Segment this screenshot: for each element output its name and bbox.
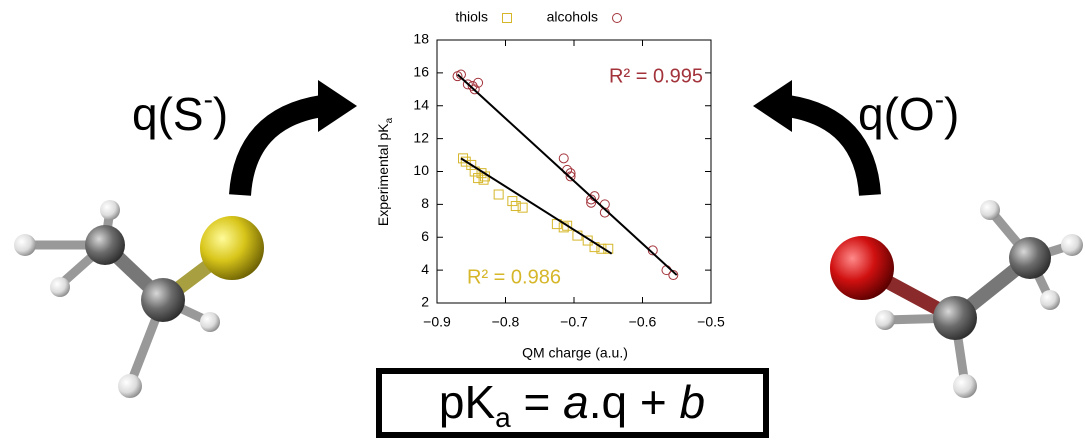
x-tick-label: −0.5 (697, 314, 725, 330)
y-tick-label: 12 (413, 129, 429, 145)
point (565, 171, 576, 182)
point (455, 69, 466, 80)
y-tick-label: 4 (421, 261, 429, 277)
y-axis-title: Experimental pKa (375, 117, 395, 226)
legend-label: thiols (455, 9, 488, 25)
y-tick-label: 18 (413, 31, 429, 47)
legend-marker (612, 13, 622, 23)
y-tick-label: 2 (421, 294, 429, 310)
y-tick-label: 14 (413, 96, 429, 112)
point (586, 194, 597, 205)
left-label: q(S-) (132, 84, 228, 140)
point (467, 81, 478, 92)
x-axis-title: QM charge (a.u.) (522, 345, 628, 361)
arrows (229, 80, 881, 197)
point (558, 153, 569, 164)
point (668, 270, 679, 281)
alcohol-molecule (830, 200, 1083, 398)
y-tick-label: 8 (421, 195, 429, 211)
formula: pKa = a.q + b (439, 376, 705, 433)
point (647, 245, 658, 256)
formula-box (376, 368, 769, 438)
fit-line (456, 73, 678, 276)
y-tick-label: 6 (421, 228, 429, 244)
point (493, 189, 504, 200)
r-squared: R² = 0.995 (609, 65, 703, 87)
point (586, 197, 597, 208)
point (517, 202, 528, 213)
point (460, 156, 471, 167)
r-squared: R² = 0.986 (467, 266, 561, 288)
point (510, 201, 521, 212)
point (596, 243, 607, 254)
point (458, 153, 469, 164)
fit-line (460, 157, 613, 255)
point (562, 220, 573, 231)
y-tick-label: 16 (413, 64, 429, 80)
point (462, 79, 473, 90)
legend-marker (502, 13, 512, 23)
x-tick-label: −0.8 (492, 314, 520, 330)
thiol-molecule (14, 200, 264, 398)
point (478, 174, 489, 185)
y-tick-label: 10 (413, 162, 429, 178)
legend-label: alcohols (547, 9, 598, 25)
point (469, 84, 480, 95)
x-tick-label: −0.7 (560, 314, 588, 330)
plot-area: −0.9 −0.8 −0.7 −0.6 −0.5 2 4 6 8 10 12 14 16 18 R² = 0… (413, 9, 725, 330)
x-tick-label: −0.9 (423, 314, 451, 330)
point (473, 77, 484, 88)
point (466, 159, 477, 170)
x-tick-label: −0.6 (629, 314, 657, 330)
right-label: q(O-) (858, 84, 959, 140)
